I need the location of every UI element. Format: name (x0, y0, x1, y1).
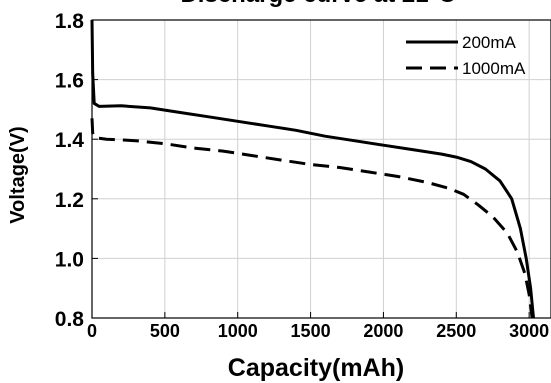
legend-label-200mA: 200mA (462, 33, 517, 52)
x-tick-label: 1500 (291, 321, 331, 341)
y-axis-ticks: 0.8 1.0 1.2 1.4 1.6 1.8 (55, 10, 98, 331)
series-line-1000mA (90, 118, 534, 319)
x-axis-ticks: 0 500 1000 1500 2000 2500 3000 (87, 312, 549, 341)
y-tick-label: 1.8 (55, 10, 85, 33)
y-tick-label: 1.4 (55, 129, 85, 152)
series-line-200mA (90, 19, 535, 319)
chart-title: Discharge curve at 21°C (180, 0, 455, 8)
y-tick-label: 1.6 (55, 70, 84, 93)
x-axis-label: Capacity(mAh) (228, 354, 404, 382)
y-axis-label: Voltage(V) (7, 126, 29, 223)
x-tick-label: 1000 (218, 321, 258, 341)
plot-area-frame (91, 19, 551, 319)
series-layer (90, 19, 535, 319)
x-tick-label: 2000 (363, 321, 403, 341)
y-tick-label: 0.8 (55, 308, 85, 331)
y-tick-label: 1.0 (55, 248, 84, 271)
x-tick-label: 3000 (509, 321, 549, 341)
x-tick-label: 2500 (436, 321, 476, 341)
x-tick-label: 500 (150, 321, 180, 341)
legend-label-1000mA: 1000mA (462, 59, 526, 78)
legend: 200mA 1000mA (406, 33, 526, 78)
y-tick-label: 1.2 (55, 189, 84, 212)
x-tick-label: 0 (87, 321, 97, 341)
